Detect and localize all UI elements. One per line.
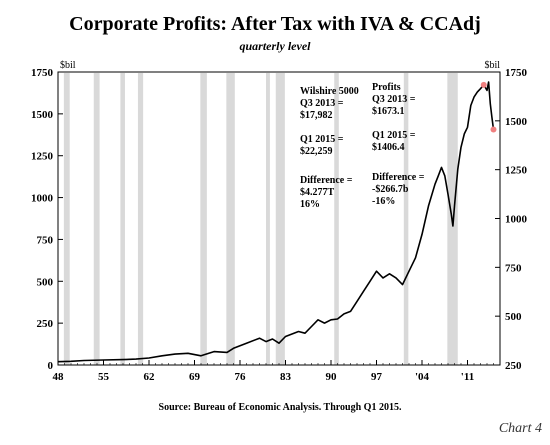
source-note: Source: Bureau of Economic Analysis. Thr… bbox=[159, 402, 402, 413]
y-tick-label-right: 1750 bbox=[505, 67, 528, 79]
annotation-line: $1406.4 bbox=[372, 142, 405, 153]
y-tick-label-right: 500 bbox=[505, 311, 522, 323]
y-tick-label-right: 1250 bbox=[505, 165, 528, 177]
x-tick-label: 69 bbox=[189, 371, 201, 383]
annotation-line: $4.277T bbox=[300, 187, 335, 198]
chart-title: Corporate Profits: After Tax with IVA & … bbox=[69, 13, 481, 35]
x-tick-label: 83 bbox=[280, 371, 292, 383]
annotation-block: Q1 2015 =$22,259 bbox=[300, 134, 344, 157]
recession-band bbox=[200, 73, 207, 365]
right-unit-label: $bil bbox=[484, 60, 500, 71]
annotation-line: $17,982 bbox=[300, 110, 333, 121]
recession-band bbox=[275, 73, 285, 365]
annotation-line: $1673.1 bbox=[372, 106, 405, 117]
highlight-point bbox=[480, 81, 487, 88]
left-unit-label: $bil bbox=[60, 60, 76, 71]
y-tick-label-right: 1000 bbox=[505, 214, 528, 226]
annotation-line: -$266.7b bbox=[372, 184, 409, 195]
profits-line bbox=[57, 81, 495, 363]
recession-band bbox=[266, 73, 270, 365]
y-tick-label-left: 1750 bbox=[31, 67, 54, 79]
y-tick-label-left: 750 bbox=[37, 234, 54, 246]
x-tick-label: 76 bbox=[235, 371, 247, 383]
x-tick-label: 97 bbox=[371, 371, 383, 383]
y-tick-label-left: 0 bbox=[48, 360, 54, 372]
x-tick-label: 55 bbox=[98, 371, 110, 383]
annotation-line: Profits bbox=[372, 82, 401, 93]
annotation-line: Q3 2013 = bbox=[300, 98, 344, 109]
y-tick-label-left: 250 bbox=[37, 318, 54, 330]
chart-subtitle: quarterly level bbox=[240, 39, 312, 53]
x-tick-label: 90 bbox=[326, 371, 338, 383]
y-tick-label-right: 250 bbox=[505, 360, 522, 372]
chart-number: Chart 4 bbox=[499, 421, 542, 436]
annotation-line: Q1 2015 = bbox=[300, 134, 344, 145]
annotation-line: 16% bbox=[300, 199, 320, 210]
recession-band bbox=[63, 73, 70, 365]
annotation-block: Difference =-$266.7b-16% bbox=[372, 172, 425, 207]
x-tick-label: '11 bbox=[461, 371, 474, 383]
recession-band bbox=[403, 73, 409, 365]
x-tick-label: 62 bbox=[144, 371, 156, 383]
annotation-line: Q1 2015 = bbox=[372, 130, 416, 141]
y-tick-label-left: 1500 bbox=[31, 109, 54, 121]
recession-band bbox=[334, 73, 339, 365]
annotation-line: Wilshire 5000 bbox=[300, 86, 359, 97]
recession-band bbox=[93, 73, 100, 365]
recession-band bbox=[120, 73, 125, 365]
recession-band bbox=[226, 73, 235, 365]
x-tick-label: '04 bbox=[415, 371, 430, 383]
annotation-line: Q3 2013 = bbox=[372, 94, 416, 105]
annotation-line: $22,259 bbox=[300, 146, 333, 157]
recession-band bbox=[137, 73, 144, 365]
annotation-block: Q1 2015 =$1406.4 bbox=[372, 130, 416, 153]
axes: 1750 1500 1250 1000 750 500 250 0 1750 1500 1250 10… bbox=[31, 67, 528, 383]
highlight-point bbox=[490, 126, 497, 133]
y-tick-label-left: 500 bbox=[37, 276, 54, 288]
y-tick-label-left: 1000 bbox=[31, 193, 54, 205]
annotation-line: -16% bbox=[372, 196, 395, 207]
series-layer bbox=[57, 81, 497, 363]
annotation-line: Difference = bbox=[300, 175, 353, 186]
x-tick-label: 48 bbox=[53, 371, 65, 383]
y-tick-label-left: 1250 bbox=[31, 151, 54, 163]
y-tick-label-right: 1500 bbox=[505, 116, 528, 128]
annotation-line: Difference = bbox=[372, 172, 425, 183]
y-tick-label-right: 750 bbox=[505, 262, 522, 274]
